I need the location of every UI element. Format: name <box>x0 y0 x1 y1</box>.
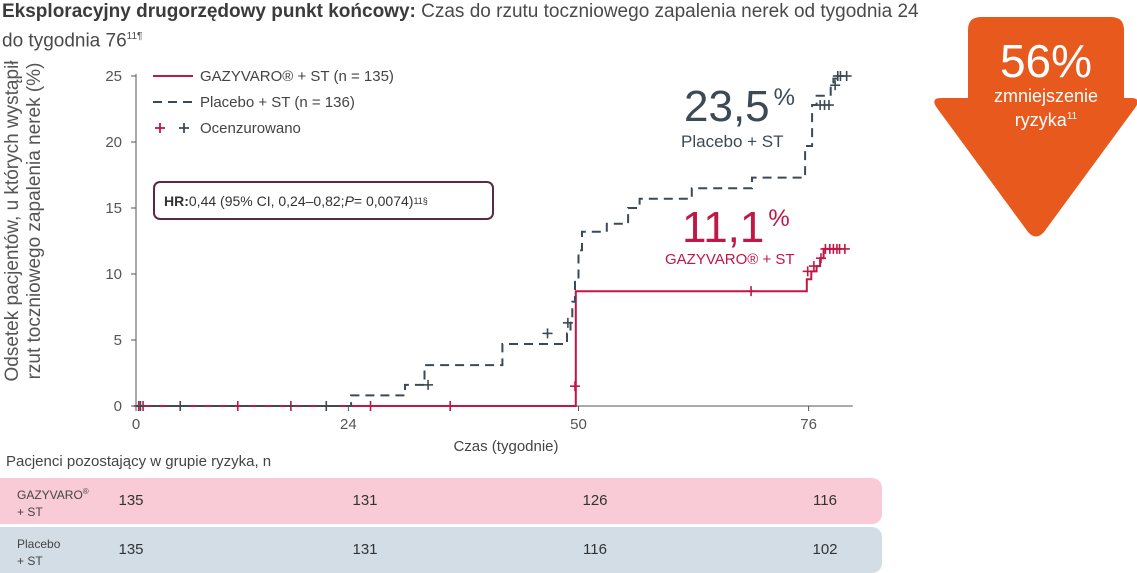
y-tick-label: 10 <box>105 266 122 283</box>
risk-value: 116 <box>583 541 607 558</box>
x-tick-label: 76 <box>800 416 817 433</box>
gazyvaro-callout-label: GAZYVARO® + ST <box>665 251 795 268</box>
hr-sup: 11§ <box>413 195 428 206</box>
arrow-line1: zmniejszenie <box>993 86 1099 106</box>
page-title: Eksploracyjny drugorzędowy punkt końcowy… <box>2 0 922 53</box>
gazyvaro-km-curve <box>136 247 840 407</box>
placebo-censor-mark <box>542 328 553 339</box>
gazyvaro-censor-mark <box>365 401 376 411</box>
risk-value: 135 <box>118 492 144 509</box>
placebo-censor-mark <box>830 80 841 91</box>
arrow-percent: 56% <box>999 35 1093 87</box>
legend-item: GAZYVARO® + ST (n = 135) <box>153 68 394 85</box>
risk-reduction-arrow-icon <box>934 17 1137 237</box>
risk-row-name: GAZYVARO® + ST <box>17 487 89 519</box>
hazard-ratio-box: HR: 0,44 (95% CI, 0,24–0,82; P = 0,0074)… <box>153 181 494 220</box>
chart-axes: 0 5 10 15 20 25 0 24 50 76 <box>105 68 853 433</box>
legend-label: Placebo + ST (n = 136) <box>200 94 355 111</box>
risk-row-name: Placebo + ST <box>17 537 61 568</box>
legend-item: Placebo + ST (n = 136) <box>153 94 355 111</box>
legend-label: Ocenzurowano <box>200 120 301 137</box>
gazyvaro-censor-mark <box>815 253 826 264</box>
legend-label: GAZYVARO® + ST (n = 135) <box>200 68 394 85</box>
placebo-censor-mark <box>823 100 834 111</box>
chart-legend: GAZYVARO® + ST (n = 135) Placebo + ST (n … <box>153 68 394 137</box>
y-tick-label: 20 <box>105 134 122 151</box>
placebo-censor-mark <box>562 317 573 328</box>
risk-value: 116 <box>813 492 837 509</box>
gazyvaro-censor-mark <box>746 286 757 297</box>
placebo-callout-label: Placebo + ST <box>681 132 784 151</box>
legend-item: Ocenzurowano <box>155 120 301 137</box>
risk-value: 131 <box>352 492 378 509</box>
placebo-censor-mark <box>175 401 186 411</box>
y-tick-label: 5 <box>114 332 122 349</box>
risk-row-gazyvaro: GAZYVARO® + ST 135 131 126 116 <box>0 478 882 524</box>
arrow-line2: ryzyka11 <box>1014 110 1078 130</box>
gazyvaro-callout-value: 11,1% <box>682 203 790 252</box>
placebo-censor-mark <box>135 401 146 411</box>
hr-label: HR: <box>164 192 189 209</box>
y-tick-label: 0 <box>114 398 122 415</box>
hr-p: P <box>344 192 354 209</box>
y-tick-label: 15 <box>105 200 122 217</box>
x-tick-label: 50 <box>570 416 587 433</box>
gazyvaro-censor-mark <box>839 243 850 254</box>
title-bold: Eksploracyjny drugorzędowy punkt końcowy… <box>2 1 416 22</box>
placebo-km-curve <box>136 75 844 407</box>
hr-text: 0,44 (95% CI, 0,24–0,82; <box>188 192 345 209</box>
series-layer <box>133 71 852 411</box>
risk-value: 135 <box>118 541 144 558</box>
gazyvaro-censor-mark <box>808 261 819 272</box>
x-tick-label: 24 <box>340 416 357 433</box>
placebo-censor-mark <box>423 379 434 390</box>
placebo-censor-mark <box>841 71 852 81</box>
hr-tail: = 0,0074) <box>353 192 414 209</box>
km-chart: 0 5 10 15 20 25 0 24 50 76 GAZYVARO® + ST (n = 13… <box>105 68 853 455</box>
placebo-callout-value: 23,5% <box>684 82 795 131</box>
risk-row-placebo: Placebo + ST 135 131 116 102 <box>0 527 882 573</box>
placebo-censor-mark <box>321 401 332 411</box>
gazyvaro-censor-mark <box>569 381 580 392</box>
gazyvaro-censor-mark <box>445 401 456 411</box>
risk-value: 102 <box>812 541 838 558</box>
x-tick-label: 0 <box>132 416 140 433</box>
risk-value: 131 <box>352 541 378 558</box>
title-sup: 11¶ <box>126 31 143 42</box>
risk-table-title: Pacjenci pozostający w grupie ryzyka, n <box>6 453 272 470</box>
risk-value: 126 <box>582 492 608 509</box>
y-tick-label: 25 <box>105 68 122 85</box>
title-rest: Czas do rzutu toczniowego zapalenia nere… <box>2 1 919 52</box>
gazyvaro-censor-mark <box>802 266 813 277</box>
x-axis-label: Czas (tygodnie) <box>453 438 558 455</box>
